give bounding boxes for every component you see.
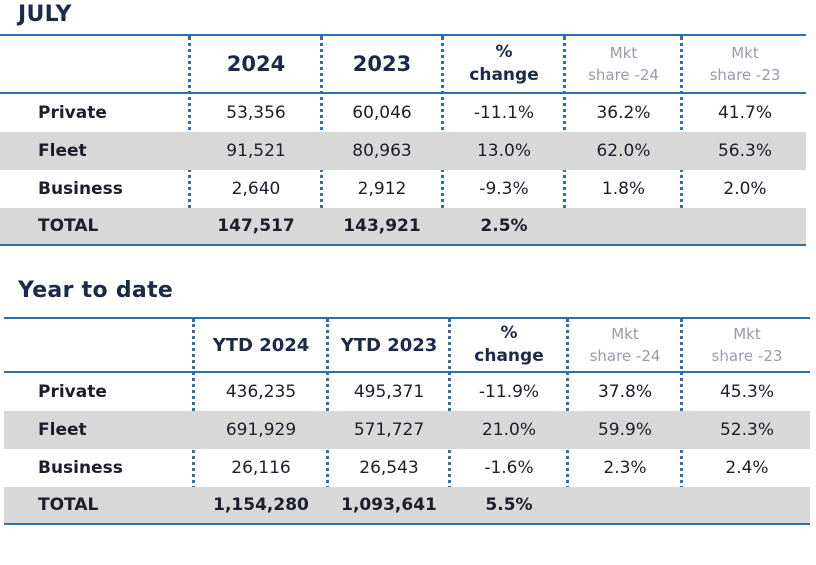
row-label: Private — [38, 382, 107, 402]
value-2023: 143,921 — [343, 216, 421, 236]
col-mkt24-header: Mkt share -24 — [570, 319, 680, 371]
value-change: -11.1% — [473, 103, 535, 123]
value-2023: 60,046 — [352, 103, 412, 123]
col-ytd2023-header: YTD 2023 — [340, 334, 438, 356]
col-change-header: % change — [445, 36, 563, 92]
value-mkt24: 36.2% — [596, 103, 651, 123]
value-2023: 80,963 — [352, 141, 412, 161]
value-2023: 2,912 — [357, 179, 407, 199]
value-mkt23: 45.3% — [719, 382, 774, 402]
header-line: % — [500, 323, 518, 343]
value-ytd2023: 495,371 — [353, 382, 425, 402]
ytd-title: Year to date — [18, 278, 174, 303]
value-mkt23 — [684, 208, 806, 244]
header-line: Mkt — [731, 44, 759, 62]
table-header-row: 2024 2023 % change Mkt share -24 Mkt sha… — [0, 36, 806, 94]
value-ytd2023: 571,727 — [353, 420, 425, 440]
value-mkt24 — [567, 208, 680, 244]
value-mkt24: 37.8% — [597, 382, 652, 402]
col-mkt24-header: Mkt share -24 — [567, 36, 680, 92]
value-change: 13.0% — [476, 141, 531, 161]
header-line: share -23 — [709, 66, 781, 84]
ytd-table: YTD 2024 YTD 2023 % change Mkt share -24… — [4, 317, 810, 525]
value-mkt23: 41.7% — [717, 103, 772, 123]
col-change-header: % change — [452, 319, 566, 371]
col-ytd2024-header: YTD 2024 — [212, 334, 310, 356]
value-mkt24: 2.3% — [603, 458, 647, 478]
table-row: Business 26,116 26,543 -1.6% 2.3% 2.4% — [4, 449, 810, 487]
value-ytd2024: 436,235 — [225, 382, 297, 402]
value-2024: 147,517 — [217, 216, 295, 236]
header-line: share -23 — [711, 347, 783, 365]
row-label: Business — [38, 458, 123, 478]
value-ytd2024: 26,116 — [231, 458, 291, 478]
col-2023-header: 2023 — [352, 52, 412, 76]
value-change: 5.5% — [485, 495, 533, 515]
table-header-row: YTD 2024 YTD 2023 % change Mkt share -24… — [4, 319, 810, 373]
header-line: % — [495, 42, 513, 62]
value-2024: 2,640 — [231, 179, 281, 199]
row-label: TOTAL — [38, 216, 99, 236]
total-row: TOTAL 147,517 143,921 2.5% — [0, 208, 806, 246]
header-line: change — [469, 65, 539, 85]
table-row: Private 436,235 495,371 -11.9% 37.8% 45.… — [4, 373, 810, 411]
value-ytd2024: 1,154,280 — [213, 495, 309, 515]
value-ytd2023: 26,543 — [359, 458, 419, 478]
value-mkt23: 52.3% — [719, 420, 774, 440]
value-mkt23: 2.4% — [725, 458, 769, 478]
row-label: Private — [38, 103, 107, 123]
value-2024: 53,356 — [226, 103, 286, 123]
value-mkt23: 56.3% — [717, 141, 772, 161]
header-line: Mkt — [611, 325, 639, 343]
header-line: Mkt — [609, 44, 638, 62]
value-change: -1.6% — [484, 458, 534, 478]
row-label: TOTAL — [38, 495, 99, 515]
col-mkt23-header: Mkt share -23 — [684, 319, 810, 371]
header-line: Mkt — [733, 325, 761, 343]
value-mkt23: 2.0% — [723, 179, 767, 199]
table-row: Fleet 91,521 80,963 13.0% 62.0% 56.3% — [0, 132, 806, 170]
table-row: Fleet 691,929 571,727 21.0% 59.9% 52.3% — [4, 411, 810, 449]
row-label: Business — [38, 179, 123, 199]
value-mkt24: 62.0% — [596, 141, 651, 161]
col-mkt23-header: Mkt share -23 — [684, 36, 806, 92]
row-label: Fleet — [38, 141, 87, 161]
value-mkt24: 1.8% — [601, 179, 646, 199]
value-change: -9.3% — [479, 179, 529, 199]
july-table: 2024 2023 % change Mkt share -24 Mkt sha… — [0, 34, 806, 246]
value-mkt23 — [684, 487, 810, 523]
value-change: 21.0% — [481, 420, 536, 440]
total-row: TOTAL 1,154,280 1,093,641 5.5% — [4, 487, 810, 525]
header-line: share -24 — [589, 347, 661, 365]
value-change: -11.9% — [478, 382, 540, 402]
row-label: Fleet — [38, 420, 87, 440]
july-title: JULY — [18, 2, 72, 27]
table-row: Private 53,356 60,046 -11.1% 36.2% 41.7% — [0, 94, 806, 132]
value-2024: 91,521 — [226, 141, 286, 161]
col-2024-header: 2024 — [226, 52, 286, 76]
value-ytd2023: 1,093,641 — [341, 495, 437, 515]
value-change: 2.5% — [480, 216, 528, 236]
table-row: Business 2,640 2,912 -9.3% 1.8% 2.0% — [0, 170, 806, 208]
value-mkt24 — [570, 487, 680, 523]
header-line: change — [474, 346, 544, 366]
header-line: share -24 — [588, 66, 659, 84]
value-ytd2024: 691,929 — [225, 420, 297, 440]
value-mkt24: 59.9% — [597, 420, 652, 440]
